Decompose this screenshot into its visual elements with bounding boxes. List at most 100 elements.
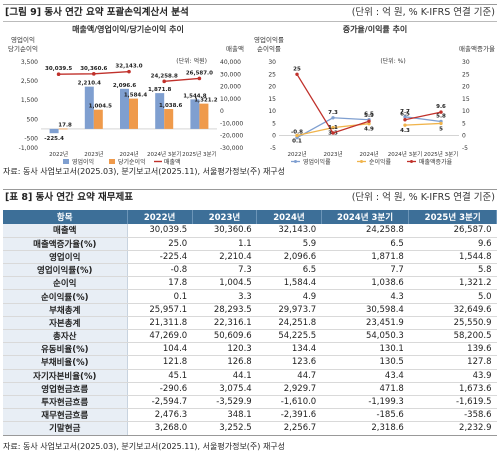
- operating-income-bar: [84, 86, 94, 129]
- left-tick-label: -5: [270, 145, 276, 152]
- table-cell: 1,544.8: [408, 250, 497, 265]
- category-label: 2023년: [323, 150, 342, 158]
- revenue-label: 30,360.6: [80, 66, 107, 72]
- right-axis-title: 매출액증가율: [459, 44, 495, 53]
- table-cell: 4.9: [256, 289, 322, 304]
- series-value-label: 6.5: [364, 112, 374, 118]
- series-point: [403, 118, 407, 122]
- legend-swatch: [109, 159, 115, 164]
- row-label: 총자산: [3, 329, 128, 344]
- right-tick-label: 5: [462, 120, 466, 127]
- table-cell: 50,609.6: [192, 329, 257, 344]
- left-tick-label: 30: [268, 59, 276, 66]
- table-cell: 25,957.1: [127, 303, 193, 317]
- table-cell: 32,143.0: [256, 224, 322, 238]
- operating-income-label: 1,871.8: [148, 87, 171, 93]
- table-cell: -1,199.3: [321, 395, 409, 410]
- table-cell: 30,598.4: [321, 303, 409, 317]
- left-axis-title: 영업이익률: [254, 35, 284, 44]
- right-tick-label: -5: [462, 145, 468, 152]
- table-cell: 3.3: [192, 289, 257, 304]
- revenue-point: [197, 76, 202, 81]
- operating-income-label: 2,210.4: [78, 81, 101, 87]
- financial-table: 항목 2022년 2023년 2024년 2024년 3분기 2025년 3분기…: [3, 210, 497, 436]
- chart-area: 매출액/영업이익/당기순이익 추이 증가율/이익률 추이 영업이익 당기순이익 매출…: [3, 21, 497, 166]
- unit-label: (단위: %): [380, 57, 405, 65]
- net-income-bar: [58, 128, 68, 130]
- row-label: 투자현금흐름: [3, 395, 128, 410]
- net-income-label: 1,584.4: [124, 93, 147, 99]
- table-cell: 1.1: [192, 237, 257, 251]
- table-row: 자기자본비율(%) 45.1 44.1 44.7 43.4 43.9: [3, 369, 497, 383]
- table-cell: 7.3: [192, 263, 257, 278]
- header-2024: 2024년: [256, 210, 322, 224]
- net-income-bar: [93, 109, 103, 129]
- revenue-line-quarterly: [164, 77, 200, 83]
- series-line-quarterly: [404, 116, 442, 123]
- table-cell: 4.3: [321, 289, 409, 304]
- right-tick-label: -10,000: [220, 120, 243, 127]
- series-value-label: 7.7: [400, 109, 410, 115]
- table-cell: 44.1: [192, 369, 257, 383]
- right-tick-label: 15: [462, 96, 470, 103]
- table-cell: 58,200.5: [408, 329, 497, 344]
- table-cell: 23,451.9: [321, 316, 409, 331]
- table-cell: -1,619.5: [408, 395, 497, 410]
- table-cell: 3,252.5: [192, 421, 257, 436]
- row-label: 매출액증가율(%): [3, 237, 128, 251]
- row-label: 부채비율(%): [3, 355, 128, 370]
- table-cell: 25,550.9: [408, 316, 497, 331]
- series-point: [331, 125, 335, 130]
- table-cell: 45.1: [127, 369, 193, 383]
- table-cell: 130.5: [321, 355, 409, 370]
- net-income-label: 1,038.6: [159, 103, 182, 109]
- table-cell: 2,232.9: [408, 421, 497, 436]
- left-tick-label: 25: [268, 71, 276, 78]
- chart1-title: 매출액/영업이익/당기순이익 추이: [72, 25, 184, 34]
- table-cell: 47,269.0: [127, 329, 193, 344]
- right-tick-label: 0: [462, 133, 466, 140]
- table-cell: 7.7: [321, 263, 409, 278]
- header-2022: 2022년: [127, 210, 193, 224]
- series-value-label: -0.8: [291, 130, 303, 136]
- table-row: 총자산 47,269.0 50,609.6 54,225.5 54,050.3 58,20…: [3, 329, 497, 344]
- table-cell: 24,258.8: [321, 224, 409, 238]
- category-label: 2024년: [359, 150, 378, 158]
- chart2-title: 증가율/이익률 추이: [342, 25, 408, 34]
- row-label: 매출액: [3, 224, 128, 238]
- table-header-row: 항목 2022년 2023년 2024년 2024년 3분기 2025년 3분기: [3, 210, 497, 224]
- series-value-label: 9.6: [436, 104, 446, 110]
- right-tick-label: 10,000: [220, 96, 241, 103]
- figure-title-bar: [그림 9] 동사 연간 요약 포괄손익계산서 분석 (단위 : 억 원, % …: [3, 4, 497, 20]
- legend-swatch: [63, 159, 69, 164]
- series-value-label: 1.1: [328, 125, 338, 131]
- series-value-label: 4.3: [400, 128, 410, 134]
- table-cell: 1,584.4: [256, 276, 322, 291]
- table-cell: 126.8: [192, 355, 257, 370]
- category-label: 2024년 3분기: [388, 150, 422, 158]
- table-cell: 43.4: [321, 369, 409, 383]
- left-tick-label: 5: [272, 120, 276, 127]
- left-axis-title: 당기순이익: [8, 44, 38, 53]
- table-cell: 2,210.4: [192, 250, 257, 265]
- table-cell: 24,251.8: [256, 316, 322, 331]
- left-tick-label: 1,500: [21, 97, 38, 104]
- series-line-quarterly: [404, 122, 442, 126]
- table-cell: 26,587.0: [408, 224, 497, 238]
- table-cell: -290.6: [127, 382, 193, 396]
- table-cell: 1,673.6: [408, 382, 497, 396]
- table-row: 영업이익률(%) -0.8 7.3 6.5 7.7 5.8: [3, 263, 497, 278]
- table-cell: 17.8: [127, 276, 193, 291]
- row-label: 자기자본비율(%): [3, 369, 128, 383]
- table-title-bar: [표 8] 동사 연간 요약 재무제표 (단위 : 억 원, % K-IFRS …: [3, 189, 497, 205]
- series-point: [403, 115, 407, 119]
- series-point: [439, 121, 443, 126]
- table-row: 순이익 17.8 1,004.5 1,584.4 1,038.6 1,321.2: [3, 276, 497, 291]
- series-point: [331, 116, 335, 120]
- table-cell: 54,225.5: [256, 329, 322, 344]
- series-point: [331, 131, 335, 135]
- table-cell: 130.1: [321, 342, 409, 357]
- right-tick-label: 20: [462, 84, 470, 91]
- series-point: [403, 123, 407, 127]
